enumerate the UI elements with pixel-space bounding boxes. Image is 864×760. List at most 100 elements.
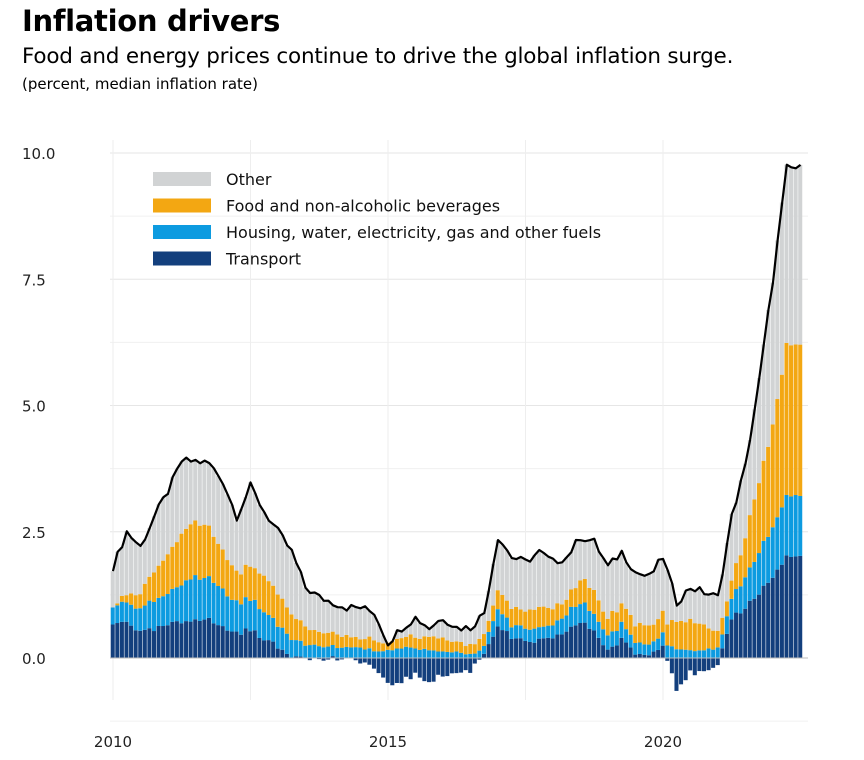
- bar-transport: [610, 646, 615, 658]
- bar-transport: [170, 621, 175, 658]
- bar-transport: [527, 641, 532, 658]
- bar-housing: [752, 561, 757, 599]
- bar-transport: [229, 631, 234, 658]
- bar-transport: [115, 623, 120, 658]
- bar-housing: [459, 652, 464, 658]
- bar-other: [124, 531, 129, 596]
- bar-other: [637, 574, 642, 623]
- bar-other: [536, 550, 541, 607]
- bar-other: [239, 509, 244, 575]
- bar-housing: [500, 614, 505, 631]
- bar-other: [133, 542, 138, 596]
- bar-other: [174, 468, 179, 543]
- bar-housing: [569, 606, 574, 627]
- bar-food: [142, 583, 147, 606]
- bar-food: [715, 630, 720, 648]
- bar-other: [463, 626, 468, 647]
- bar-transport: [362, 658, 367, 663]
- bar-other: [225, 494, 230, 561]
- bar-transport: [321, 658, 326, 661]
- bar-housing: [775, 517, 780, 570]
- bar-transport: [743, 608, 748, 658]
- bar-housing: [330, 645, 335, 657]
- bar-food: [404, 636, 409, 647]
- x-tick-label: 2020: [644, 733, 682, 751]
- bar-other: [349, 604, 354, 638]
- bar-transport: [591, 630, 596, 658]
- bar-food: [184, 528, 189, 581]
- bar-other: [550, 558, 555, 610]
- bar-food: [284, 607, 289, 634]
- bar-other: [468, 630, 473, 644]
- bar-food: [665, 624, 670, 646]
- bar-housing: [151, 602, 156, 632]
- bar-housing: [711, 649, 716, 658]
- bar-food: [147, 576, 152, 601]
- bar-housing: [179, 585, 184, 624]
- bar-housing: [747, 567, 752, 601]
- bar-food: [431, 636, 436, 651]
- bar-transport: [138, 630, 143, 658]
- bar-housing: [206, 576, 211, 618]
- bar-transport: [775, 569, 780, 658]
- bar-other: [161, 497, 166, 561]
- bar-housing: [454, 651, 459, 658]
- bar-transport: [261, 640, 266, 658]
- bar-transport: [674, 658, 679, 691]
- bar-transport: [216, 625, 221, 658]
- bar-food: [646, 625, 651, 645]
- bar-food: [394, 638, 399, 649]
- bar-other: [674, 605, 679, 622]
- bar-housing: [216, 585, 221, 626]
- bar-food: [619, 603, 624, 622]
- bar-housing: [477, 650, 482, 658]
- bar-housing: [271, 617, 276, 642]
- bar-other: [413, 616, 418, 638]
- bar-housing: [518, 625, 523, 639]
- bar-food: [289, 614, 294, 641]
- bar-other: [110, 571, 115, 608]
- bar-housing: [559, 618, 564, 635]
- bars-layer: [110, 164, 803, 691]
- bar-housing: [124, 602, 129, 622]
- bar-housing: [289, 640, 294, 658]
- y-tick-label: 0.0: [22, 650, 46, 668]
- bar-housing: [660, 632, 665, 646]
- bar-food: [770, 424, 775, 528]
- bar-transport: [307, 658, 312, 661]
- bar-food: [752, 499, 757, 562]
- bar-housing: [381, 651, 386, 658]
- bar-other: [234, 520, 239, 571]
- bar-other: [257, 504, 262, 574]
- bar-transport: [523, 640, 528, 658]
- bar-other: [326, 600, 331, 633]
- bar-housing: [170, 588, 175, 622]
- bar-food: [701, 624, 706, 651]
- bar-transport: [129, 625, 134, 658]
- bar-other: [344, 610, 349, 635]
- bar-food: [724, 601, 729, 617]
- bar-food: [692, 623, 697, 652]
- bar-other: [266, 520, 271, 582]
- bar-transport: [619, 637, 624, 658]
- bar-housing: [472, 653, 477, 658]
- bar-other: [408, 624, 413, 635]
- bar-housing: [147, 600, 152, 629]
- bar-housing: [665, 645, 670, 658]
- legend-swatch-housing: [153, 225, 211, 239]
- bar-transport: [472, 658, 477, 664]
- bar-other: [335, 607, 340, 635]
- bar-food: [711, 630, 716, 650]
- bar-food: [303, 626, 308, 646]
- bar-transport: [257, 637, 262, 658]
- bar-food: [779, 374, 784, 508]
- bar-food: [729, 580, 734, 599]
- bar-other: [770, 282, 775, 425]
- bar-transport: [339, 658, 344, 660]
- bar-other: [271, 524, 276, 586]
- bar-housing: [720, 634, 725, 649]
- bar-other: [587, 540, 592, 588]
- bar-housing: [582, 602, 587, 623]
- bar-food: [362, 639, 367, 650]
- bar-other: [156, 504, 161, 566]
